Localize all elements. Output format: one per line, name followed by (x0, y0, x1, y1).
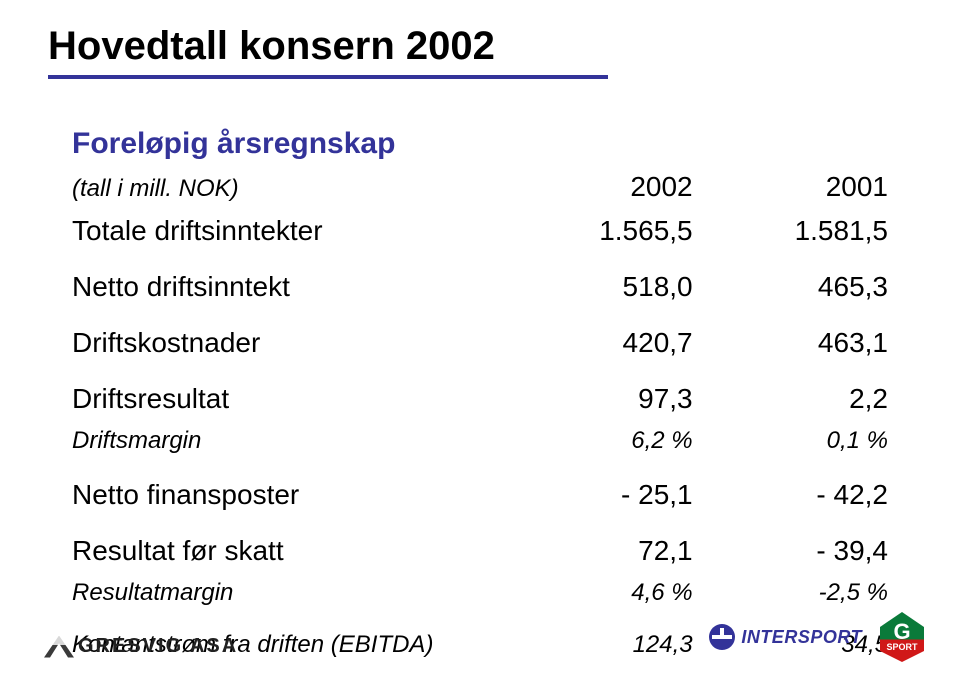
table-row: Totale driftsinntekter 1.565,5 1.581,5 (72, 209, 888, 253)
gsport-logo-icon: G SPORT (880, 612, 924, 662)
footer: GRESVIG ASA INTERSPORT G SPORT (0, 610, 960, 666)
table-row: Driftskostnader 420,7 463,1 (72, 321, 888, 365)
title-text: Hovedtall konsern 2002 (48, 24, 495, 68)
row-val-2: 2,2 (717, 377, 888, 421)
intersport-logo: INTERSPORT (709, 624, 862, 650)
subtitle: Foreløpig årsregnskap (72, 127, 888, 161)
row-label: Driftsmargin (72, 421, 545, 461)
table-row: Resultatmargin 4,6 % -2,5 % (72, 573, 888, 613)
row-val-2: - 39,4 (717, 529, 888, 573)
row-label: Netto driftsinntekt (72, 265, 545, 309)
row-val-1: 420,7 (545, 321, 716, 365)
row-val-1: 6,2 % (545, 421, 716, 461)
table-row: Netto finansposter - 25,1 - 42,2 (72, 473, 888, 517)
header-left: (tall i mill. NOK) (72, 165, 545, 209)
table-row: Driftsresultat 97,3 2,2 (72, 377, 888, 421)
row-val-2: 0,1 % (717, 421, 888, 461)
financial-table: (tall i mill. NOK) 2002 2001 Totale drif… (72, 165, 888, 665)
slide: Hovedtall konsern 2002 Foreløpig årsregn… (0, 0, 960, 680)
content-area: Foreløpig årsregnskap (tall i mill. NOK)… (48, 127, 912, 665)
intersport-ball-icon (709, 624, 735, 650)
gresvig-logo-text: GRESVIG ASA (78, 635, 238, 658)
header-row: (tall i mill. NOK) 2002 2001 (72, 165, 888, 209)
title-underline (48, 75, 608, 79)
row-label: Resultatmargin (72, 573, 545, 613)
gresvig-logo-icon (44, 636, 74, 658)
row-val-1: 1.565,5 (545, 209, 716, 253)
gsport-word: SPORT (886, 643, 917, 652)
row-val-1: 72,1 (545, 529, 716, 573)
intersport-text: INTERSPORT (741, 627, 862, 648)
row-val-2: -2,5 % (717, 573, 888, 613)
header-year-2: 2001 (717, 165, 888, 209)
row-label: Resultat før skatt (72, 529, 545, 573)
row-val-2: - 42,2 (717, 473, 888, 517)
row-val-1: 4,6 % (545, 573, 716, 613)
row-val-1: 518,0 (545, 265, 716, 309)
header-year-1: 2002 (545, 165, 716, 209)
gsport-letter: G (893, 621, 910, 643)
footer-right: INTERSPORT G SPORT (709, 612, 924, 662)
row-label: Driftsresultat (72, 377, 545, 421)
row-val-2: 1.581,5 (717, 209, 888, 253)
row-val-2: 463,1 (717, 321, 888, 365)
slide-title: Hovedtall konsern 2002 (48, 24, 912, 69)
row-label: Driftskostnader (72, 321, 545, 365)
row-val-1: 97,3 (545, 377, 716, 421)
table-row: Driftsmargin 6,2 % 0,1 % (72, 421, 888, 461)
footer-left: GRESVIG ASA (44, 635, 238, 658)
table-row: Netto driftsinntekt 518,0 465,3 (72, 265, 888, 309)
table-row: Resultat før skatt 72,1 - 39,4 (72, 529, 888, 573)
row-label: Totale driftsinntekter (72, 209, 545, 253)
row-val-2: 465,3 (717, 265, 888, 309)
row-val-1: - 25,1 (545, 473, 716, 517)
row-label: Netto finansposter (72, 473, 545, 517)
